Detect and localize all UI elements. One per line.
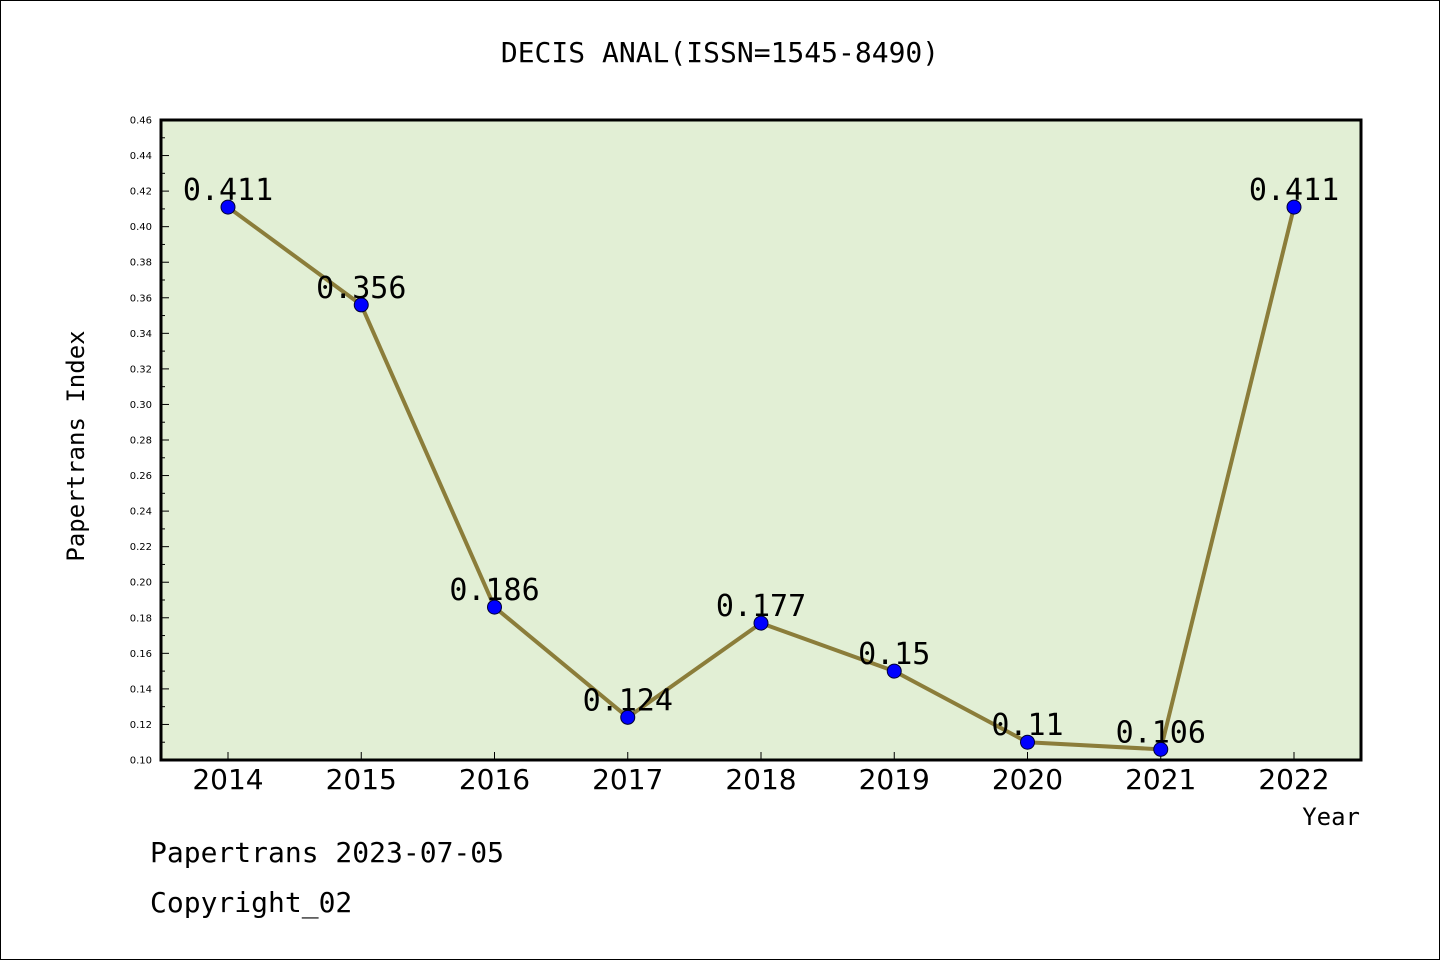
data-point [620,709,636,725]
data-point [1153,741,1169,757]
y-tick-label: 0.18 [130,613,152,624]
y-tick-label: 0.12 [130,720,152,731]
y-tick-label: 0.20 [130,578,152,589]
x-axis: 2014 2015 2016 2017 2018 2019 2020 2021 2022 [192,752,1330,796]
data-label: 0.177 [716,589,806,624]
data-points [220,199,1302,757]
chart-title: DECIS ANAL(ISSN=1545-8490) [500,36,940,69]
data-label: 0.124 [583,683,673,718]
x-tick-label: 2015 [326,763,397,796]
y-axis: 0.10 0.12 0.14 0.16 0.18 0.20 0.22 0.24 0.26 0.28… [130,116,169,767]
y-tick-label: 0.40 [130,222,152,233]
y-tick-label: 0.36 [130,293,152,304]
y-tick-label: 0.24 [130,507,152,518]
x-tick-label: 2019 [859,763,930,796]
data-label: 0.186 [449,573,539,608]
y-tick-label: 0.22 [130,542,152,553]
y-tick-label: 0.26 [130,471,152,482]
x-tick-label: 2016 [459,763,530,796]
footer-copyright: Copyright_02 [150,886,353,919]
data-point [353,297,369,313]
y-axis-label: Papertrans Index [62,330,90,561]
data-label: 0.11 [991,708,1063,743]
footer-date: Papertrans 2023-07-05 [150,836,505,869]
data-point [487,599,502,615]
y-tick-label: 0.32 [130,364,152,375]
y-tick-label: 0.34 [130,329,152,340]
data-point [753,615,769,631]
data-label: 0.106 [1116,715,1206,750]
data-point [220,199,236,215]
plot-area [161,120,1361,760]
x-tick-label: 2022 [1258,763,1329,796]
x-tick-label: 2018 [725,763,796,796]
y-tick-label: 0.28 [130,436,152,447]
x-tick-label: 2021 [1125,763,1196,796]
y-tick-label: 0.14 [130,684,152,695]
y-tick-label: 0.46 [130,116,152,127]
y-tick-label: 0.38 [130,258,152,269]
y-tick-label: 0.10 [130,756,152,767]
plot-border [159,118,1363,762]
data-label: 0.15 [858,637,930,672]
y-tick-label: 0.44 [130,151,152,162]
data-label: 0.411 [183,173,273,208]
x-tick-label: 2017 [592,763,663,796]
data-point [1286,199,1302,215]
data-label: 0.356 [316,271,406,306]
data-point [1020,734,1035,750]
y-tick-label: 0.16 [130,649,152,660]
y-tick-label: 0.42 [130,187,152,198]
x-axis-label: Year [1302,803,1360,831]
data-point [886,663,902,679]
x-tick-label: 2020 [992,763,1063,796]
y-tick-label: 0.30 [130,400,152,411]
x-tick-label: 2014 [192,763,263,796]
data-labels: 0.411 0.356 0.186 0.124 0.177 0.15 0.11 0.106 0.… [183,173,1339,750]
data-label: 0.411 [1249,173,1339,208]
